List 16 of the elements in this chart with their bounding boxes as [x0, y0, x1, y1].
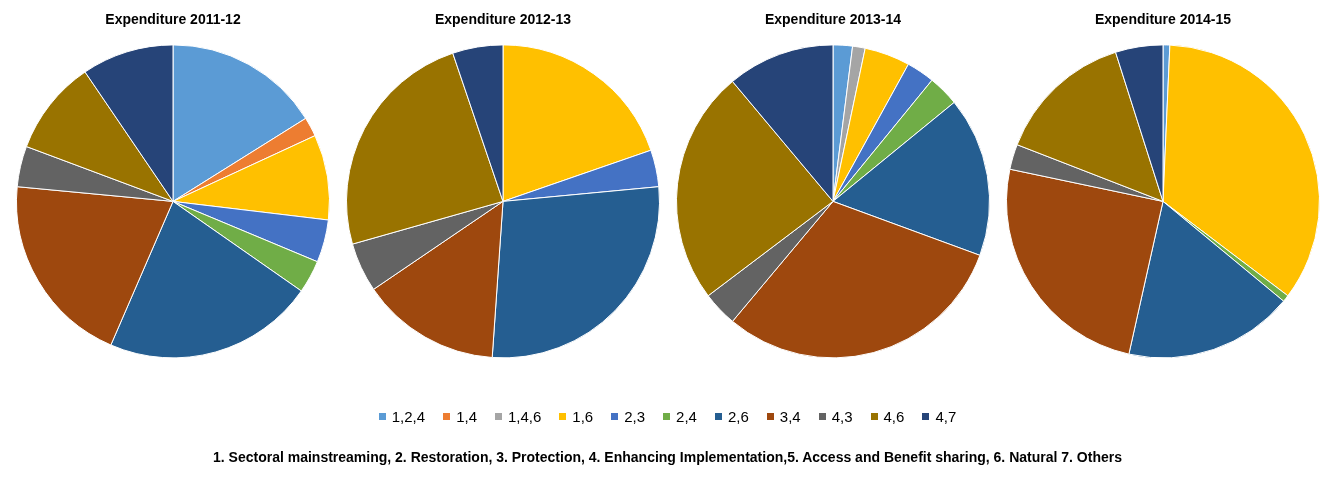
chart-title: Expenditure 2011-12: [105, 11, 241, 28]
legend-label: 4,7: [935, 408, 957, 425]
legend-label: 1,6: [572, 408, 594, 425]
legend-label: 4,3: [831, 408, 853, 425]
legend-label: 1,4: [456, 408, 477, 425]
legend-label: 2,4: [676, 408, 697, 425]
text: 1. Sectoral mainstreaming, 2. Restoration, 3. Protection, 4. Enhancing Implementation,5. Access and Benefit sharing, 6. Natural 7. Others: [212, 449, 1123, 465]
legend-label: 2,3: [624, 408, 646, 425]
chart-title: Expenditure 2014-15: [1094, 11, 1232, 28]
chart-title: Expenditure 2012-13: [434, 11, 572, 28]
legend-label: 3,4: [779, 408, 801, 425]
legend-label: 1,2,4: [391, 408, 426, 425]
legend-label: 2,6: [727, 408, 749, 425]
legend-label: 1,4,6: [507, 408, 542, 425]
legend-label: 4,6: [883, 408, 905, 425]
chart-title: Expenditure 2013-14: [764, 11, 902, 28]
